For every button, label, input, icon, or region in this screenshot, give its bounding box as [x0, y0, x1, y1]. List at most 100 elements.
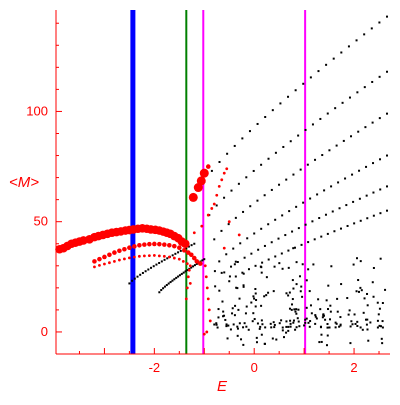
background-point-419: [273, 265, 276, 268]
background-point-156: [144, 270, 147, 273]
background-point-16: [325, 63, 328, 66]
background-point-317: [252, 312, 255, 315]
background-point-120: [358, 197, 361, 200]
background-point-45: [356, 91, 359, 94]
background-point-345: [381, 326, 384, 329]
background-point-35: [282, 145, 285, 148]
background-point-164: [166, 257, 169, 260]
background-point-171: [185, 247, 188, 250]
series-1-point-3: [107, 252, 112, 258]
background-point-96: [365, 165, 368, 168]
background-point-410: [225, 323, 228, 326]
background-point-175: [158, 291, 161, 294]
background-point-333: [275, 338, 278, 341]
background-point-68: [342, 139, 345, 142]
background-point-318: [256, 322, 259, 325]
background-point-57: [263, 194, 266, 197]
background-point-182: [171, 279, 174, 282]
background-point-226: [217, 316, 220, 319]
background-point-64: [314, 158, 317, 161]
background-point-405: [359, 260, 362, 263]
background-point-169: [179, 249, 182, 252]
series-2-point-35: [202, 332, 206, 336]
y-tick-label-0: 0: [41, 324, 48, 339]
series-1-point-4: [112, 250, 117, 255]
background-point-254: [356, 320, 359, 323]
background-point-47: [371, 80, 374, 83]
background-point-414: [305, 306, 308, 309]
background-point-143: [346, 224, 349, 227]
background-point-274: [290, 308, 293, 311]
background-point-296: [293, 308, 296, 311]
background-point-228: [242, 343, 245, 346]
background-point-275: [366, 318, 369, 321]
series-2-point-26: [192, 231, 196, 235]
series-1-point-11: [147, 241, 152, 247]
background-point-198: [201, 259, 204, 262]
background-point-208: [242, 285, 245, 288]
background-point-161: [158, 261, 161, 264]
background-point-299: [347, 313, 350, 316]
series-2-point-15: [167, 255, 171, 259]
background-point-395: [324, 318, 327, 321]
background-point-217: [258, 327, 261, 330]
background-point-381: [261, 323, 264, 326]
background-point-376: [339, 323, 342, 326]
series-2-point-22: [185, 286, 189, 290]
series-2-point-11: [147, 254, 151, 258]
background-point-221: [250, 301, 253, 304]
background-point-65: [321, 154, 324, 157]
background-point-2: [218, 160, 221, 163]
background-point-49: [386, 70, 389, 73]
background-point-383: [253, 318, 256, 321]
background-point-108: [277, 237, 280, 240]
background-point-79: [246, 237, 249, 240]
background-point-420: [352, 263, 355, 266]
background-point-72: [371, 121, 374, 124]
series-2-point-23: [186, 275, 190, 279]
background-point-394: [295, 312, 298, 315]
background-point-342: [336, 297, 339, 300]
background-point-335: [271, 337, 274, 340]
background-point-86: [295, 205, 298, 208]
background-point-155: [141, 271, 144, 274]
series-2-point-1: [98, 263, 101, 267]
background-point-369: [346, 297, 349, 300]
background-point-310: [278, 322, 281, 325]
series-2-point-0: [93, 265, 96, 269]
background-point-259: [283, 336, 286, 339]
series-1-point-23: [197, 261, 203, 266]
background-point-227: [326, 308, 329, 311]
background-point-402: [364, 318, 367, 321]
series-1-point-18: [182, 248, 187, 253]
background-point-98: [379, 158, 382, 161]
background-point-63: [306, 163, 309, 166]
background-point-194: [193, 264, 196, 267]
background-point-88: [309, 197, 312, 200]
background-point-121: [365, 194, 368, 197]
series-2-point-21: [184, 297, 188, 301]
series-2-point-17: [177, 257, 181, 261]
series-1-point-7: [127, 245, 132, 251]
background-point-176: [160, 289, 163, 292]
background-point-413: [381, 302, 384, 305]
background-point-392: [301, 263, 304, 266]
background-point-93: [344, 177, 347, 180]
background-point-377: [381, 342, 384, 345]
background-point-109: [284, 234, 287, 237]
background-point-423: [366, 328, 369, 331]
background-point-214: [221, 300, 224, 303]
background-point-99: [386, 154, 389, 157]
background-point-297: [319, 308, 322, 311]
background-point-87: [302, 201, 305, 204]
background-point-9: [271, 109, 274, 112]
background-point-37: [297, 134, 300, 137]
series-2-point-30: [205, 286, 209, 290]
background-point-368: [237, 308, 240, 311]
series-1-point-12: [152, 241, 157, 247]
background-point-406: [253, 297, 256, 300]
background-point-425: [369, 321, 372, 324]
x-axis-title: E: [217, 378, 228, 395]
background-point-84: [281, 214, 284, 217]
